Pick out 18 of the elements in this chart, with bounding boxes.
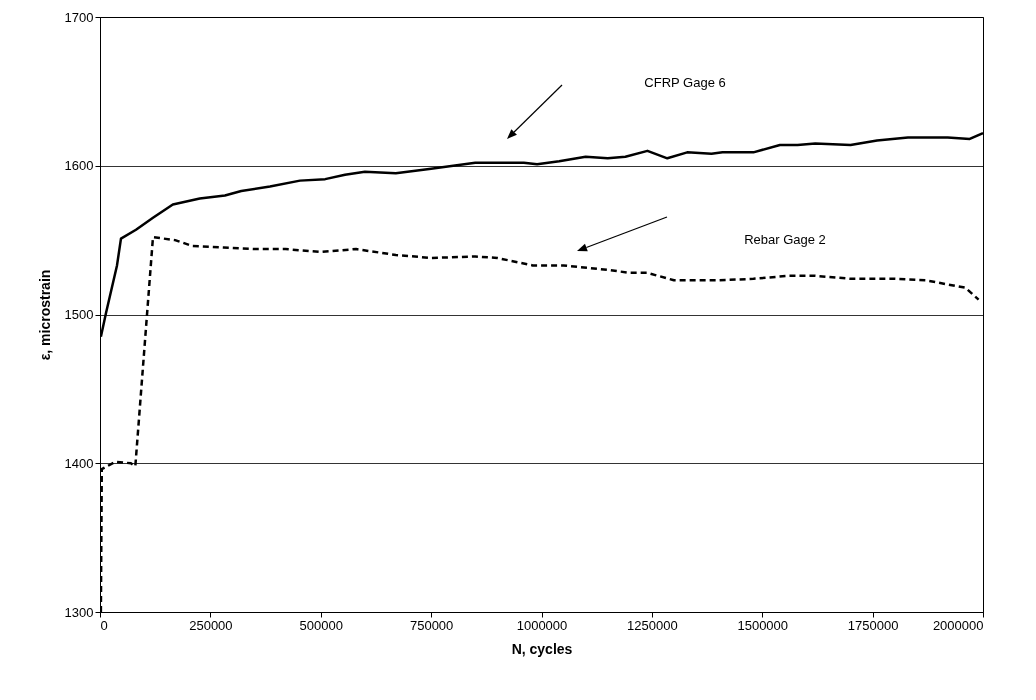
x-tick-label: 0 <box>100 617 108 633</box>
y-axis-title: ε, microstrain <box>36 269 53 361</box>
x-tick-label: 500000 <box>299 617 343 633</box>
x-tick-label: 750000 <box>409 617 454 633</box>
x-tick-label: 1000000 <box>516 617 568 633</box>
x-tick-label: 1250000 <box>627 617 678 633</box>
x-axis-title: N, cycles <box>511 640 573 657</box>
annotation: Rebar Gage 2 <box>744 232 826 247</box>
y-tick-label: 1700 <box>64 9 94 25</box>
annotation: CFRP Gage 6 <box>644 75 726 90</box>
x-tick-label: 2000000 <box>932 617 984 633</box>
y-tick-label: 1600 <box>64 158 94 174</box>
x-tick-label: 1500000 <box>737 617 789 633</box>
x-tick-label: 250000 <box>189 617 233 633</box>
y-tick-label: 1300 <box>64 604 94 620</box>
x-tick-label: 1750000 <box>847 617 899 633</box>
y-tick-label: 1400 <box>64 455 94 471</box>
y-tick-label: 1500 <box>64 307 94 322</box>
